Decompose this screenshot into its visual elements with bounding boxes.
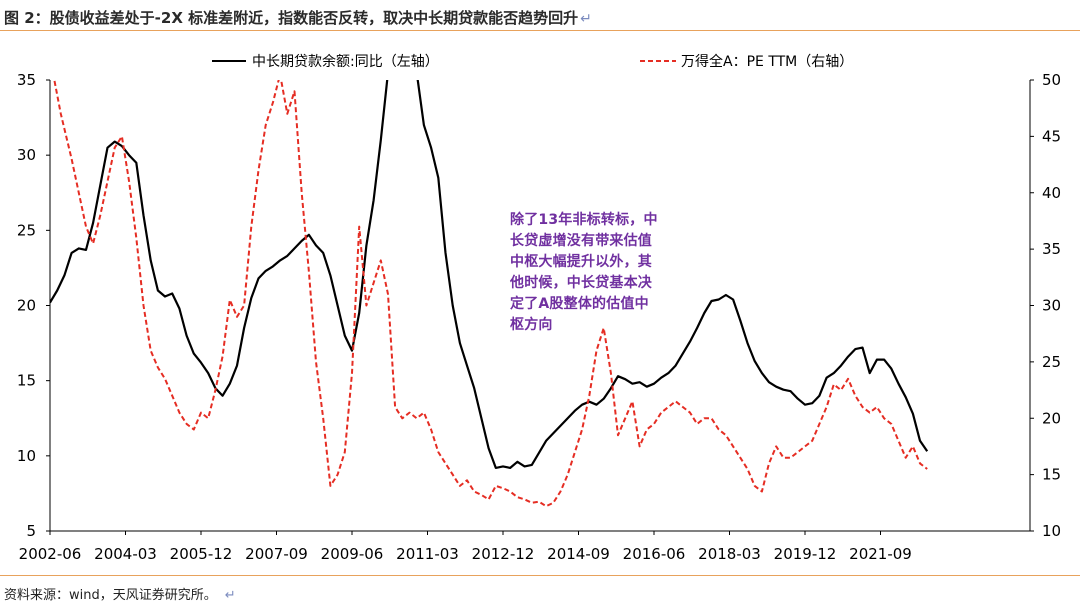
chart-axes: 5 10 15 20 25 30 35 10 15 20 25 30 35 40 45 50 2002-06 20… (17, 71, 1061, 563)
annotation-line-6: 枢方向 (510, 317, 553, 333)
x-axis-tick-label: 2021-09 (849, 545, 912, 563)
line-chart: 5 10 15 20 25 30 35 10 15 20 25 30 35 40 45 50 2002-06 20… (17, 53, 1061, 563)
loan-growth-line (50, 80, 929, 469)
right-axis-tick-label: 20 (1042, 409, 1061, 427)
x-axis-tick-label: 2011-03 (396, 545, 459, 563)
right-axis-tick-label: 40 (1042, 184, 1061, 202)
left-axis-tick-label: 25 (17, 221, 36, 239)
x-axis-tick-label: 2004-03 (94, 545, 157, 563)
chart-legend: 中长期贷款余额:同比（左轴） 万得全A：PE TTM（右轴） (212, 53, 853, 70)
annotation-line-3: 中枢大幅提升以外，其 (510, 254, 652, 270)
x-axis-tick-label: 2002-06 (19, 545, 82, 563)
x-axis-tick-label: 2007-09 (245, 545, 308, 563)
x-axis-tick-label: 2009-06 (321, 545, 384, 563)
right-axis-tick-label: 15 (1042, 466, 1061, 484)
right-axis-tick-label: 35 (1042, 240, 1061, 258)
left-axis-tick-label: 15 (17, 372, 36, 390)
annotation-line-4: 他时候，中长贷基本决 (510, 275, 652, 291)
right-axis-tick-label: 10 (1042, 522, 1061, 540)
right-axis-tick-label: 45 (1042, 127, 1061, 145)
right-axis-tick-label: 50 (1042, 71, 1061, 89)
return-mark: ↵ (224, 588, 236, 603)
bottom-divider (0, 575, 1080, 576)
annotation-line-5: 定了A股整体的估值中 (510, 296, 649, 312)
x-axis-tick-label: 2016-06 (623, 545, 686, 563)
chart-annotation: 除了13年非标转标，中 长贷虚增没有带来估值 中枢大幅提升以外，其 他时候，中长… (510, 210, 700, 336)
left-axis-tick-label: 5 (26, 522, 36, 540)
annotation-line-2: 长贷虚增没有带来估值 (510, 233, 652, 249)
left-axis-tick-label: 20 (17, 297, 36, 315)
legend-label: 中长期贷款余额:同比（左轴） (252, 53, 439, 70)
legend-label: 万得全A：PE TTM（右轴） (681, 53, 853, 70)
x-axis-tick-label: 2014-09 (547, 545, 610, 563)
pe-ttm-line (53, 80, 928, 508)
annotation-line-1: 除了13年非标转标，中 (510, 212, 658, 228)
left-axis-tick-label: 30 (17, 146, 36, 164)
x-axis-tick-label: 2012-12 (472, 545, 535, 563)
figure-title: 图 2：股债收益差处于-2X 标准差附近，指数能否反转，取决中长期贷款能否趋势回… (4, 9, 592, 27)
x-axis-tick-label: 2005-12 (170, 545, 233, 563)
x-axis-tick-label: 2018-03 (698, 545, 761, 563)
top-divider (0, 30, 1080, 31)
chart-lines (50, 80, 929, 508)
figure-header: 图 2：股债收益差处于-2X 标准差附近，指数能否反转，取决中长期贷款能否趋势回… (0, 0, 1080, 30)
x-axis-tick-label: 2019-12 (774, 545, 837, 563)
left-axis-tick-label: 10 (17, 447, 36, 465)
return-mark: ↵ (580, 11, 592, 27)
figure-source: 资料来源：wind，天风证券研究所。 ↵ (4, 588, 236, 603)
right-axis-tick-label: 30 (1042, 297, 1061, 315)
right-axis-tick-label: 25 (1042, 353, 1061, 371)
left-axis-tick-label: 35 (17, 71, 36, 89)
